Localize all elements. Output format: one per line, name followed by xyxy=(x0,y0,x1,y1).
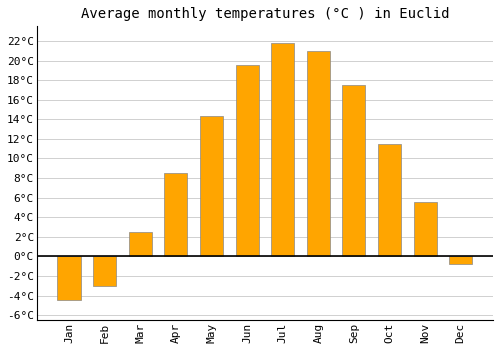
Bar xyxy=(449,257,472,264)
Bar xyxy=(378,144,401,257)
Bar xyxy=(306,51,330,257)
Bar xyxy=(128,232,152,257)
Bar xyxy=(200,116,223,257)
Bar xyxy=(236,65,258,257)
Bar xyxy=(271,43,294,257)
Bar xyxy=(58,257,80,300)
Bar xyxy=(93,257,116,286)
Title: Average monthly temperatures (°C ) in Euclid: Average monthly temperatures (°C ) in Eu… xyxy=(80,7,449,21)
Bar xyxy=(342,85,365,257)
Bar xyxy=(164,173,188,257)
Bar xyxy=(414,202,436,257)
